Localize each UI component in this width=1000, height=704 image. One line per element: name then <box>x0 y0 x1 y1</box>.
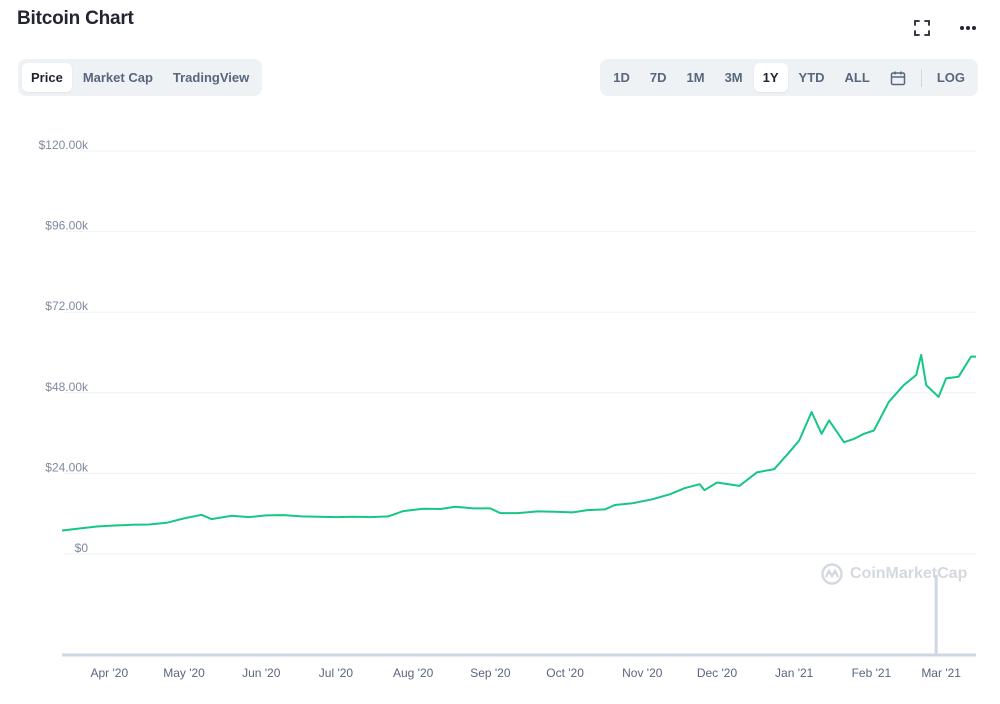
x-tick-label: Oct '20 <box>546 666 584 680</box>
x-tick-label: Jun '20 <box>242 666 281 680</box>
range-1m[interactable]: 1M <box>686 70 705 85</box>
range-1d[interactable]: 1D <box>613 70 630 85</box>
more-icon[interactable] <box>956 16 980 40</box>
range-all[interactable]: ALL <box>844 70 870 85</box>
tab-price[interactable]: Price <box>22 63 72 92</box>
tab-tradingview[interactable]: TradingView <box>172 70 250 85</box>
price-series-line <box>61 353 976 532</box>
x-tick-label: Aug '20 <box>393 666 434 680</box>
fullscreen-icon[interactable] <box>910 16 934 40</box>
view-tabs: Price Market Cap TradingView <box>18 59 263 96</box>
chart-toolbar-icons <box>910 16 980 40</box>
x-tick-label: Nov '20 <box>622 666 663 680</box>
y-tick-label: $24.00k <box>45 460 89 474</box>
tab-market-cap[interactable]: Market Cap <box>82 70 153 85</box>
log-scale-button[interactable]: LOG <box>936 70 965 85</box>
x-tick-label: Feb '21 <box>852 666 892 680</box>
range-3m[interactable]: 3M <box>724 70 743 85</box>
x-tick-label: Dec '20 <box>697 666 738 680</box>
coinmarketcap-logo-icon <box>821 563 843 585</box>
x-tick-label: Jul '20 <box>319 666 354 680</box>
watermark-text: CoinMarketCap <box>850 565 968 582</box>
x-tick-label: Apr '20 <box>90 666 128 680</box>
range-divider <box>920 68 922 87</box>
y-tick-label: $48.00k <box>45 380 89 394</box>
range-1y[interactable]: 1Y <box>753 63 788 92</box>
range-ytd[interactable]: YTD <box>798 70 825 85</box>
x-tick-label: May '20 <box>163 666 205 680</box>
x-tick-label: Mar '21 <box>921 666 961 680</box>
y-tick-label: $72.00k <box>45 299 89 313</box>
y-tick-label: $96.00k <box>45 219 89 233</box>
y-tick-label: $120.00k <box>39 138 89 152</box>
calendar-icon[interactable] <box>881 63 915 92</box>
range-7d[interactable]: 7D <box>649 70 667 85</box>
x-tick-label: Jan '21 <box>775 666 814 680</box>
y-tick-label: $0 <box>75 541 89 555</box>
page-title: Bitcoin Chart <box>17 8 134 29</box>
watermark: CoinMarketCap <box>820 562 967 586</box>
x-tick-label: Sep '20 <box>470 666 511 680</box>
range-tabs: 1D 7D 1M 3M 1Y YTD ALL LOG <box>600 59 978 96</box>
volume-bar <box>934 575 938 655</box>
